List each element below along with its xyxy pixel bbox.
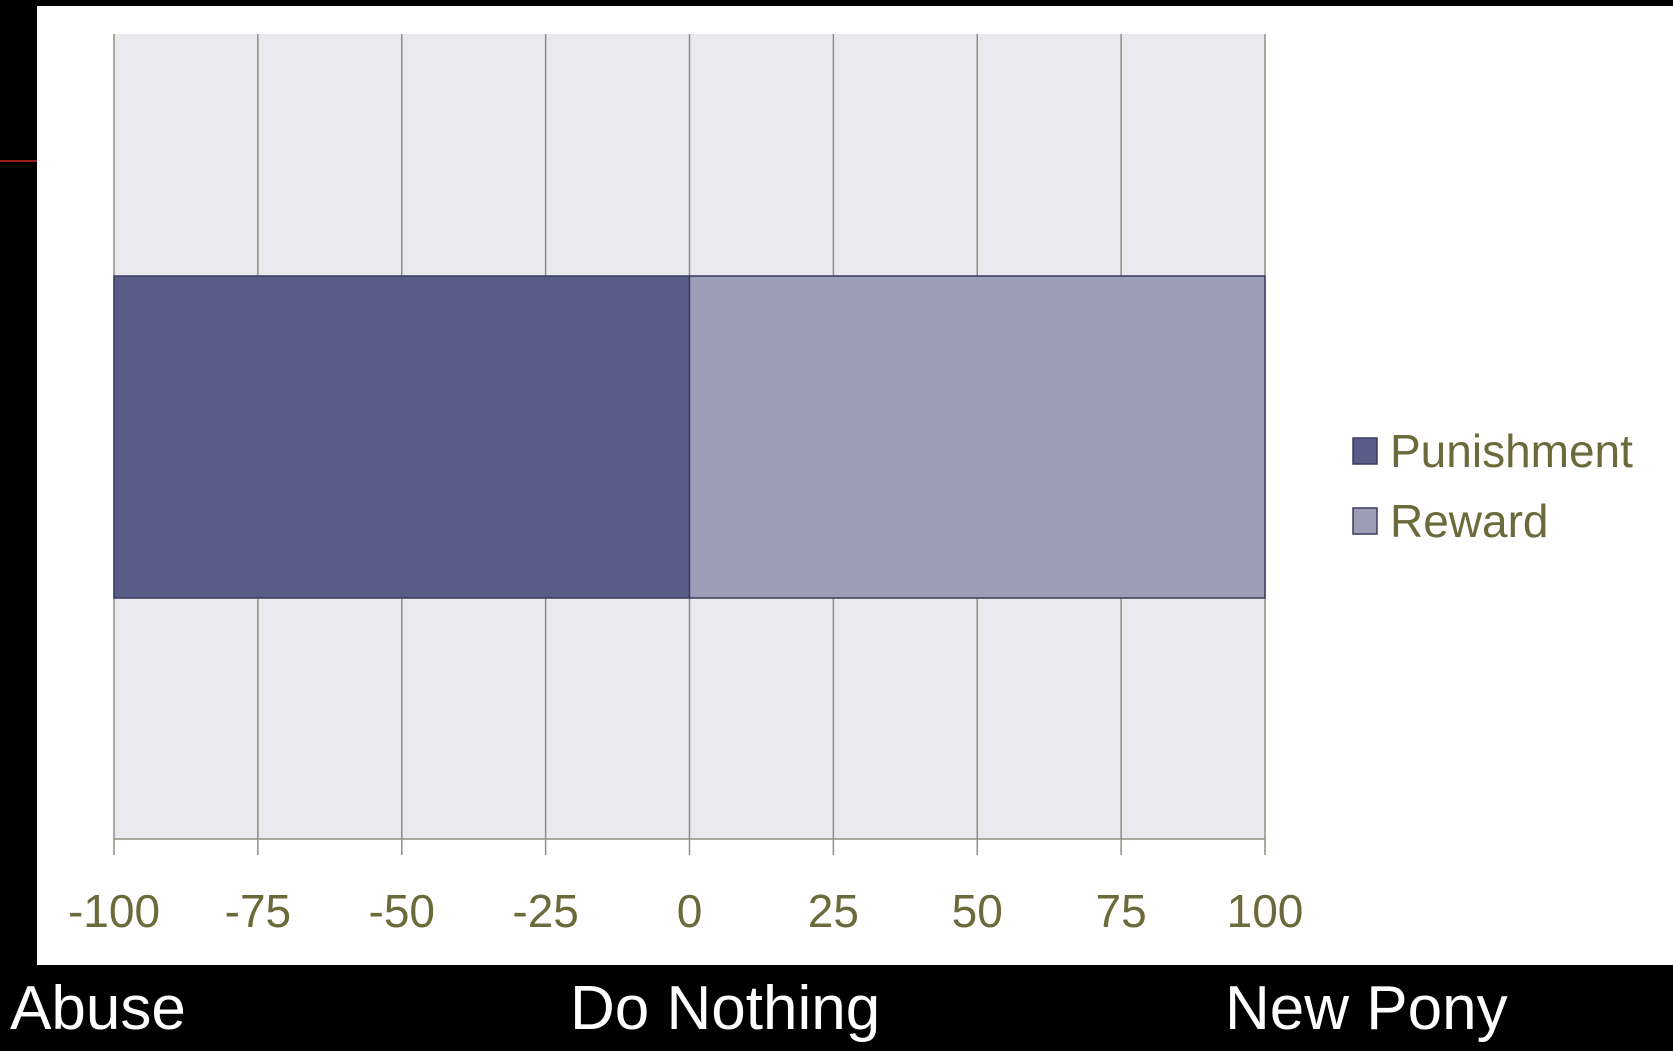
legend-swatch-punishment: [1352, 437, 1378, 465]
x-tick-label-1: -75: [225, 885, 291, 937]
legend-label-punishment: Punishment: [1390, 425, 1633, 477]
legend-label-reward: Reward: [1390, 495, 1549, 547]
x-tick-label-4: 0: [677, 885, 703, 937]
legend: Punishment Reward: [1352, 425, 1633, 547]
bar-reward: [688, 275, 1266, 599]
scale-label-abuse: Abuse: [10, 974, 186, 1043]
bars: [113, 275, 1266, 599]
scale-label-do-nothing: Do Nothing: [570, 974, 881, 1043]
x-tick-label-5: 25: [808, 885, 859, 937]
bar-punishment: [113, 275, 691, 599]
x-tick-label-2: -50: [369, 885, 435, 937]
legend-swatch-reward: [1352, 507, 1378, 535]
x-tick-label-7: 75: [1096, 885, 1147, 937]
x-axis: -100 -75 -50 -25 0 25 50 75 100: [68, 838, 1304, 937]
x-tick-label-3: -25: [512, 885, 578, 937]
x-tick-label-8: 100: [1227, 885, 1304, 937]
scale-label-new-pony: New Pony: [1225, 974, 1508, 1043]
x-tick-label-0: -100: [68, 885, 160, 937]
x-tick-label-6: 50: [952, 885, 1003, 937]
